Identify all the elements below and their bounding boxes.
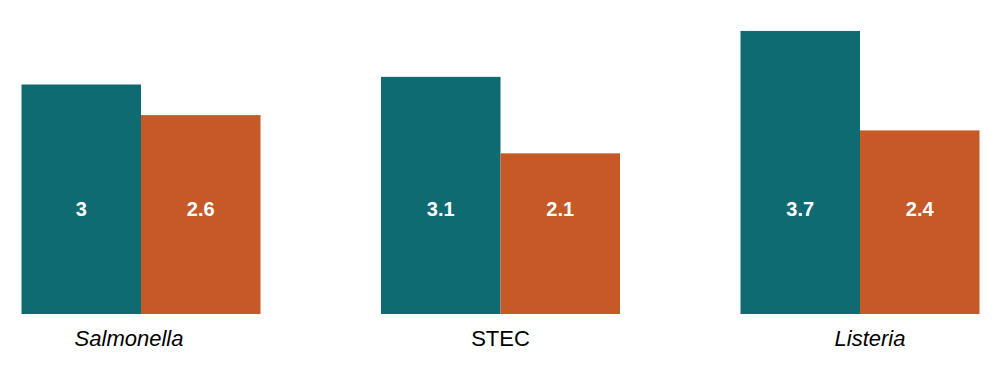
- data-label: 3.1: [427, 198, 455, 220]
- bar: [22, 85, 142, 315]
- category-label: STEC: [471, 326, 530, 351]
- bar: [860, 130, 980, 314]
- bar: [381, 77, 501, 314]
- data-label: 2.4: [906, 198, 935, 220]
- category-label: Salmonella: [75, 326, 184, 351]
- data-label: 3: [76, 198, 87, 220]
- bar: [141, 115, 261, 314]
- data-label: 2.1: [546, 198, 574, 220]
- labels: 3 2.6 Salmonella 3.1 2.1 STEC 3.7 2.4 Listeria: [75, 198, 935, 351]
- bar: [741, 31, 861, 314]
- data-label: 3.7: [786, 198, 814, 220]
- chart: 3 2.6 Salmonella 3.1 2.1 STEC 3.7 2.4 Listeria: [0, 0, 1000, 368]
- bars: [22, 31, 980, 314]
- category-label: Listeria: [835, 326, 906, 351]
- bar: [501, 153, 621, 314]
- data-label: 2.6: [187, 198, 215, 220]
